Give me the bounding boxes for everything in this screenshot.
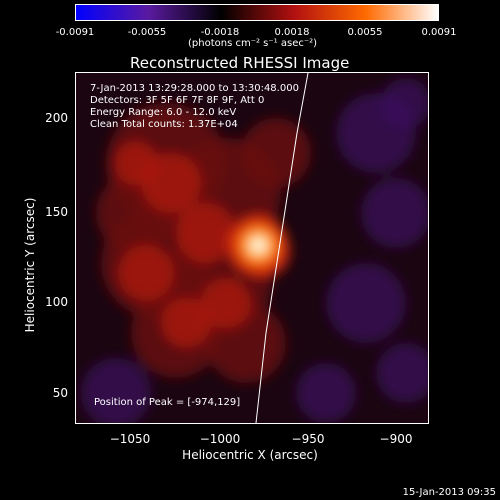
- peak-position-label: Position of Peak = [-974,129]: [94, 397, 241, 408]
- colorbar-tick-label: 0.0091: [421, 27, 457, 38]
- energy-range-label: Energy Range: 6.0 - 12.0 keV: [90, 107, 237, 118]
- colorbar-tick-label: 0.0055: [347, 27, 383, 38]
- x-tick-label: −950: [291, 432, 325, 446]
- colorbar-tick-label: -0.0091: [55, 27, 95, 38]
- x-tick-label: −1000: [199, 432, 241, 446]
- colorbar: [75, 4, 439, 21]
- heatmap-image: [76, 73, 428, 423]
- colorbar-tick-label: -0.0018: [200, 27, 240, 38]
- time-range-label: 7-Jan-2013 13:29:28.000 to 13:30:48.000: [90, 83, 299, 94]
- detectors-label: Detectors: 3F 5F 6F 7F 8F 9F, Att 0: [90, 95, 265, 106]
- heatmap-plot: 7-Jan-2013 13:29:28.000 to 13:30:48.000 …: [75, 72, 429, 424]
- x-tick-label: −1050: [109, 432, 151, 446]
- y-tick-label: 50: [52, 386, 68, 400]
- colorbar-units: (photons cm⁻² s⁻¹ asec⁻²): [188, 38, 318, 49]
- colorbar-tick-label: -0.0055: [127, 27, 167, 38]
- y-tick-label: 100: [45, 295, 68, 309]
- y-tick-label: 150: [45, 205, 68, 219]
- x-axis-label: Heliocentric X (arcsec): [182, 448, 318, 462]
- image-title: Reconstructed RHESSI Image: [130, 54, 350, 72]
- x-tick-label: −900: [379, 432, 413, 446]
- colorbar-tick-label: 0.0018: [274, 27, 310, 38]
- limb-line: [255, 73, 309, 423]
- render-timestamp: 15-Jan-2013 09:35: [402, 487, 496, 498]
- clean-counts-label: Clean Total counts: 1.37E+04: [90, 119, 238, 130]
- y-tick-label: 200: [45, 111, 68, 125]
- y-axis-label: Heliocentric Y (arcsec): [23, 197, 37, 333]
